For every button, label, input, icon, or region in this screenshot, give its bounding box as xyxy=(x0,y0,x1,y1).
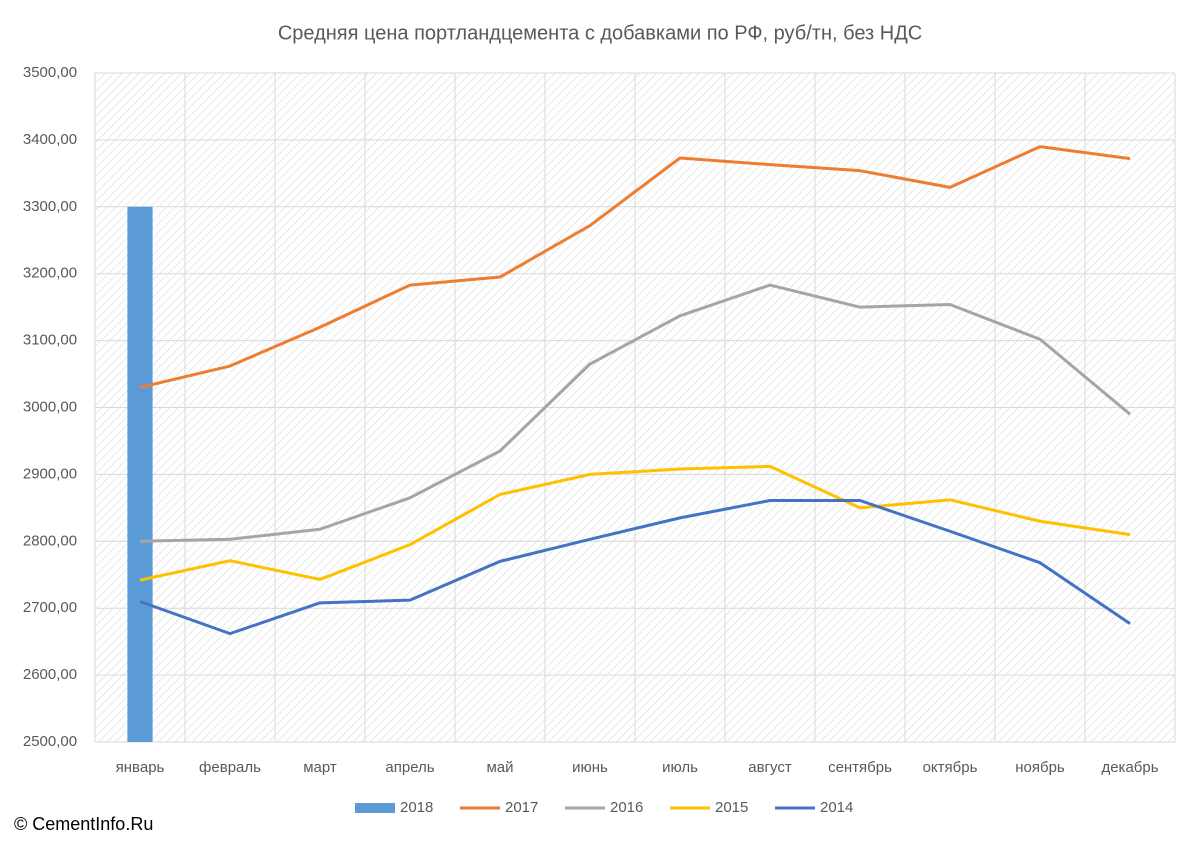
legend-label: 2015 xyxy=(715,799,748,816)
legend-label: 2017 xyxy=(505,799,538,816)
y-tick-label: 2900,00 xyxy=(23,465,77,482)
x-tick-label: февраль xyxy=(199,759,261,776)
y-tick-label: 3300,00 xyxy=(23,198,77,215)
legend-label: 2014 xyxy=(820,799,853,816)
footer: © CementInfo.Ru xyxy=(14,814,153,834)
x-tick-label: декабрь xyxy=(1101,759,1158,776)
x-tick-label: июль xyxy=(662,759,698,776)
x-tick-label: март xyxy=(303,759,337,776)
y-tick-label: 2500,00 xyxy=(23,733,77,750)
legend-label: 2016 xyxy=(610,799,643,816)
x-tick-label: август xyxy=(748,759,792,776)
line xyxy=(139,498,1131,636)
legend-label: 2018 xyxy=(400,799,433,816)
y-tick-label: 3200,00 xyxy=(23,265,77,282)
x-tick-label: апрель xyxy=(385,759,434,776)
y-tick-label: 3000,00 xyxy=(23,398,77,415)
bar xyxy=(127,206,153,743)
line xyxy=(139,145,1131,389)
y-tick-label: 2800,00 xyxy=(23,532,77,549)
x-tick-label: сентябрь xyxy=(828,759,892,776)
chart-title: Средняя цена портландцемента с добавками… xyxy=(278,22,922,44)
y-tick-label: 2700,00 xyxy=(23,599,77,616)
y-tick-label: 3100,00 xyxy=(23,332,77,349)
y-tick-label: 2600,00 xyxy=(23,666,77,683)
y-tick-label: 3500,00 xyxy=(23,64,77,81)
x-tick-label: октябрь xyxy=(923,759,978,776)
x-tick-label: январь xyxy=(116,759,165,776)
x-tick-label: май xyxy=(486,759,513,776)
y-tick-label: 3400,00 xyxy=(23,131,77,148)
x-tick-label: июнь xyxy=(572,759,608,776)
legend-swatch xyxy=(355,803,395,813)
line xyxy=(139,283,1131,543)
x-tick-label: ноябрь xyxy=(1015,759,1065,776)
line xyxy=(139,464,1131,582)
